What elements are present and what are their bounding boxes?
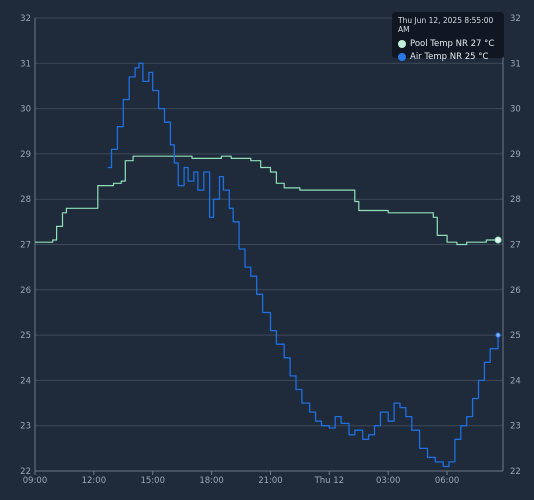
tooltip-pool-label: Pool Temp NR (410, 38, 468, 49)
y-tick-label-right: 30 (510, 105, 521, 115)
y-tick-label-right: 26 (510, 286, 521, 296)
y-tick-label-left: 30 (20, 105, 31, 115)
tooltip-air-value: 25 °C (464, 51, 489, 62)
pool-temp-dot-icon (398, 39, 406, 48)
pool-temp-line[interactable] (35, 155, 499, 246)
x-tick-label: 12:00 (82, 476, 107, 486)
y-tick-label-left: 31 (20, 59, 31, 69)
tooltip-timestamp: Thu Jun 12, 2025 8:55:00 AM (398, 16, 494, 34)
gridlines (35, 17, 503, 472)
tooltip-pool-value: 27 °C (470, 38, 495, 49)
y-tick-label-left: 25 (20, 331, 31, 341)
y-tick-label-left: 24 (20, 376, 31, 386)
x-axis-ticks: 09:00 12:00 15:00 18:00 21:00 Thu 12 03:00 06:0… (23, 471, 460, 486)
air-temp-current-point[interactable] (495, 332, 501, 338)
axes (34, 18, 504, 472)
air-temp-line[interactable] (107, 62, 499, 468)
y-tick-label-right: 29 (510, 150, 521, 160)
air-temp-dot-icon (398, 52, 406, 61)
y-tick-label-left: 22 (20, 467, 31, 477)
x-tick-label: 21:00 (258, 476, 283, 486)
x-tick-label: 18:00 (199, 476, 224, 486)
y-tick-label-left: 28 (20, 195, 31, 205)
y-tick-label-right: 24 (510, 376, 521, 386)
series-lines[interactable] (35, 62, 502, 468)
y-tick-label-left: 26 (20, 286, 31, 296)
y-tick-label-right: 28 (510, 195, 521, 205)
y-tick-label-right: 22 (510, 467, 521, 477)
x-tick-label: 15:00 (140, 476, 165, 486)
chart-tooltip: Thu Jun 12, 2025 8:55:00 AM Pool Temp NR… (392, 12, 504, 62)
y-tick-label-right: 25 (510, 331, 521, 341)
y-axis-left-ticks: 22 23 24 25 26 27 28 29 30 31 32 (20, 14, 31, 477)
x-tick-label: 09:00 (23, 476, 48, 486)
x-tick-label: Thu 12 (314, 476, 344, 486)
tooltip-air-label: Air Temp NR (410, 51, 462, 62)
x-tick-label: 06:00 (435, 476, 460, 486)
y-tick-label-right: 27 (510, 241, 521, 251)
tooltip-row-air: Air Temp NR 25 °C (398, 50, 498, 63)
x-tick-label: 03:00 (376, 476, 401, 486)
y-tick-label-left: 23 (20, 422, 31, 432)
y-tick-label-left: 32 (20, 14, 31, 24)
tooltip-row-pool: Pool Temp NR 27 °C (398, 37, 498, 50)
y-tick-label-left: 29 (20, 150, 31, 160)
y-tick-label-right: 23 (510, 422, 521, 432)
y-axis-right-ticks: 22 23 24 25 26 27 28 29 30 31 32 (510, 14, 521, 477)
y-tick-label-right: 32 (510, 14, 521, 24)
y-tick-label-right: 31 (510, 59, 521, 69)
pool-temp-current-point[interactable] (494, 236, 502, 244)
y-tick-label-left: 27 (20, 241, 31, 251)
